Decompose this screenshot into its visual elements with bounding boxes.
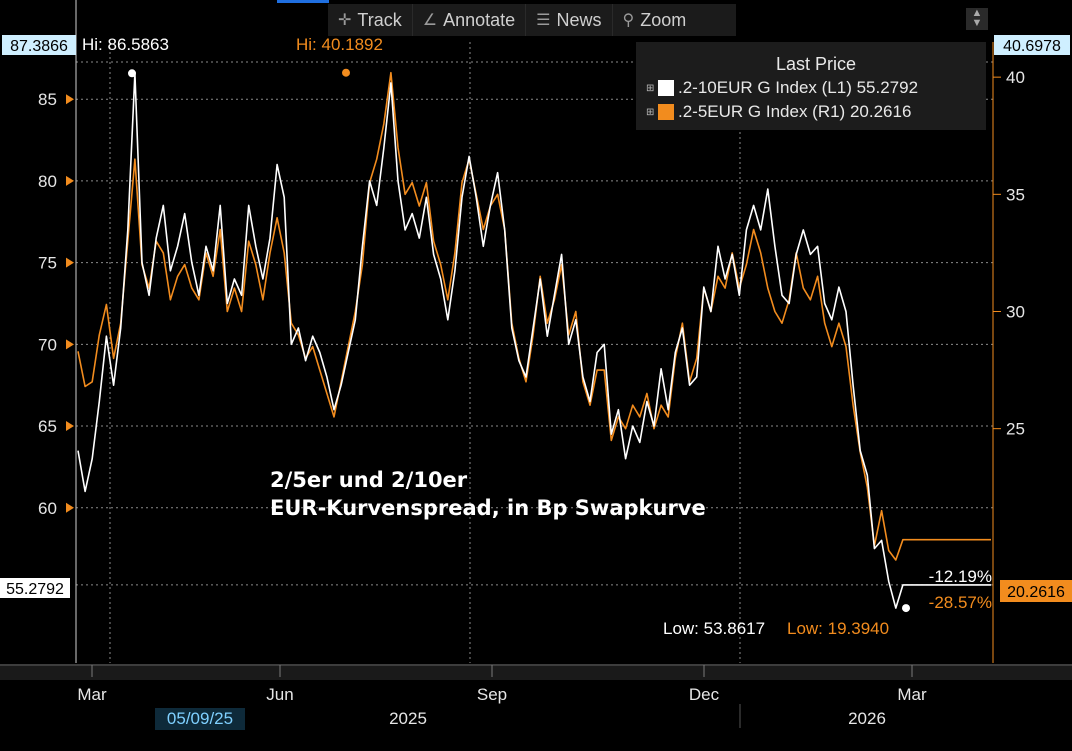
series-line-2-10 <box>77 72 991 609</box>
track-button[interactable]: ✛ Track <box>328 4 413 36</box>
low-label-orange: Low: 19.3940 <box>787 619 889 638</box>
left-tick-marker <box>66 257 74 268</box>
news-icon: ☰ <box>536 12 551 29</box>
annotate-button[interactable]: ∠ Annotate <box>413 4 527 36</box>
x-tick-label: Dec <box>689 685 720 704</box>
annotate-label: Annotate <box>443 9 516 30</box>
right-last-value: 20.2616 <box>1007 584 1065 601</box>
left-tick-label: 85 <box>38 90 57 109</box>
right-top-value: 40.6978 <box>1003 38 1061 55</box>
x-tick-label: Sep <box>477 685 507 704</box>
cursor-date: 05/09/25 <box>155 708 245 730</box>
right-last-value-box <box>1000 580 1072 602</box>
left-last-value: 55.2792 <box>6 581 64 598</box>
active-tab-indicator <box>277 0 329 3</box>
low-marker-white <box>902 604 910 613</box>
legend-item-2-10[interactable]: ⊞ .2-10EUR G Index (L1) 55.2792 <box>646 78 918 98</box>
left-tick-label: 70 <box>38 335 57 354</box>
series-line-2-5 <box>77 71 991 561</box>
year-label: 2025 <box>389 709 427 728</box>
left-tick-marker <box>66 175 74 186</box>
left-tick-marker <box>66 339 74 350</box>
hi-label-orange: Hi: 40.1892 <box>296 35 383 54</box>
low-label-white: Low: 53.8617 <box>663 619 765 638</box>
legend-label-2-5: .2-5EUR G Index (R1) 20.2616 <box>678 102 912 121</box>
expand-icon[interactable]: ⊞ <box>646 106 655 118</box>
left-tick-label: 75 <box>38 254 57 273</box>
left-top-value: 87.3866 <box>10 38 68 55</box>
left-last-value-box <box>0 578 70 598</box>
right-tick-label: 40 <box>1006 68 1025 87</box>
news-label: News <box>556 9 602 30</box>
left-tick-marker <box>66 421 74 432</box>
annotation-line-2: EUR-Kurvenspread, in Bp Swapkurve <box>270 496 706 520</box>
x-tick-label: Mar <box>897 685 927 704</box>
legend-item-2-5[interactable]: ⊞ .2-5EUR G Index (R1) 20.2616 <box>646 102 911 122</box>
white-swatch <box>658 80 674 96</box>
chart-toolbar: ✛ Track ∠ Annotate ☰ News ⚲ Zoom <box>328 4 736 36</box>
zoom-button[interactable]: ⚲ Zoom <box>613 4 697 36</box>
right-tick-label: 30 <box>1006 302 1025 321</box>
legend-panel: Last Price ⊞ .2-10EUR G Index (L1) 55.27… <box>636 42 986 130</box>
right-tick-label: 25 <box>1006 420 1025 439</box>
pct-label-white: -12.19% <box>929 567 992 586</box>
pct-label-orange: -28.57% <box>929 593 992 612</box>
zoom-label: Zoom <box>640 9 687 30</box>
left-tick-label: 65 <box>38 417 57 436</box>
high-marker-orange <box>342 68 350 77</box>
right-tick-label: 35 <box>1006 185 1025 204</box>
magnifier-icon: ⚲ <box>622 12 635 29</box>
track-label: Track <box>357 9 402 30</box>
left-tick-label: 80 <box>38 172 57 191</box>
news-button[interactable]: ☰ News <box>526 4 613 36</box>
hi-label-white: Hi: 86.5863 <box>82 35 169 54</box>
left-top-value-box <box>2 35 76 55</box>
high-marker-white <box>128 69 136 78</box>
left-tick-marker <box>66 502 74 513</box>
orange-swatch <box>658 104 674 120</box>
annotation-line-1: 2/5er und 2/10er <box>270 468 468 492</box>
year-label: 2026 <box>848 709 886 728</box>
left-tick-label: 60 <box>38 499 57 518</box>
pencil-icon: ∠ <box>422 12 438 29</box>
x-tick-label: Jun <box>266 685 293 704</box>
x-scrollbar <box>0 666 1072 680</box>
right-top-value-box <box>994 35 1070 55</box>
legend-header: Last Price <box>775 54 857 74</box>
scroll-arrows-icon[interactable]: ▲ ▼ <box>966 8 988 30</box>
expand-icon[interactable]: ⊞ <box>646 82 655 94</box>
crosshair-icon: ✛ <box>338 12 352 29</box>
legend-label-2-10: .2-10EUR G Index (L1) 55.2792 <box>678 78 919 97</box>
left-tick-marker <box>66 94 74 105</box>
x-tick-label: Mar <box>77 685 107 704</box>
